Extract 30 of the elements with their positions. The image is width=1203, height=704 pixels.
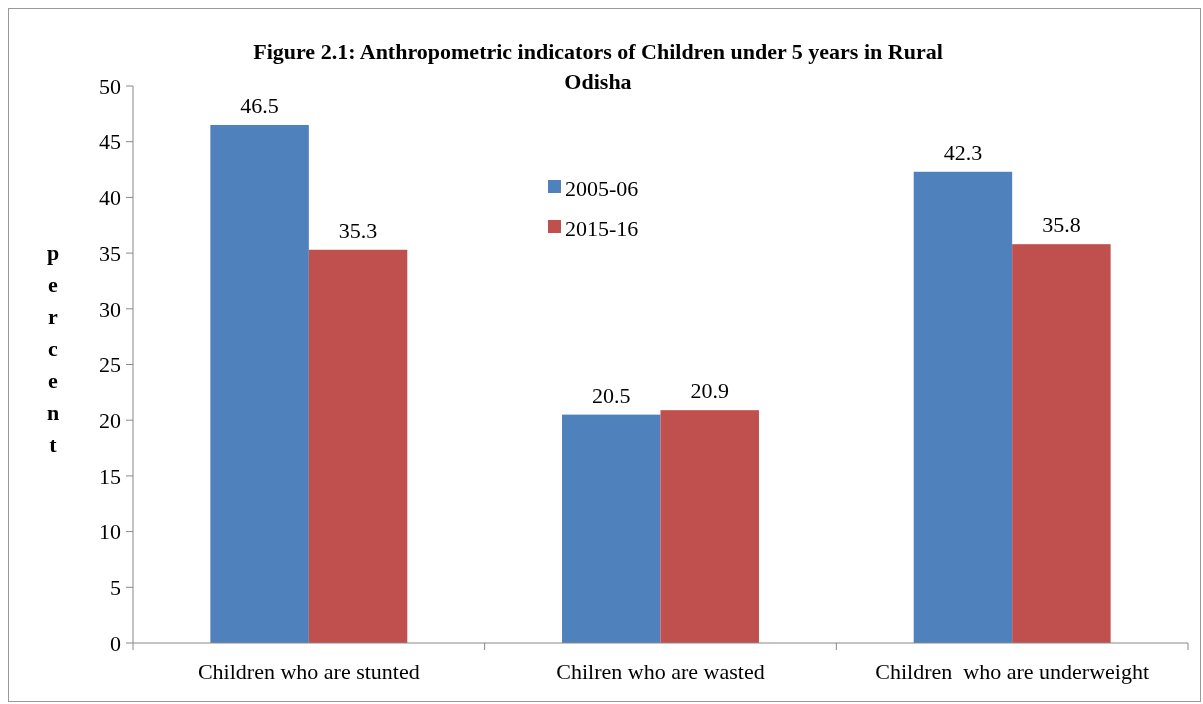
- bar: [562, 414, 661, 643]
- y-axis-title: percent: [46, 240, 60, 457]
- legend-label: 2015-16: [565, 215, 639, 241]
- data-label: 35.8: [1042, 212, 1081, 238]
- y-tick-label: 5: [110, 575, 121, 600]
- x-tick-label: Chilren who are wasted: [556, 659, 765, 684]
- data-label: 20.5: [592, 382, 631, 408]
- x-tick-label: Children who are stunted: [197, 659, 420, 684]
- y-tick-label: 0: [110, 630, 121, 656]
- y-tick-label: 20: [99, 407, 121, 433]
- data-label: 42.3: [943, 139, 983, 165]
- y-tick-label: 35: [99, 240, 121, 266]
- data-label: 20.9: [690, 378, 729, 404]
- y-tick-label: 25: [99, 352, 121, 378]
- chart-title: Figure 2.1: Anthropometric indicators of Children under 5 years in Rural Odisha: [253, 39, 943, 94]
- y-tick-label: 15: [99, 463, 121, 489]
- data-label: 46.5: [240, 92, 279, 118]
- y-tick-label: 30: [99, 296, 121, 322]
- legend-label: 2005-06: [565, 175, 639, 201]
- bar: [1012, 244, 1111, 643]
- y-tick-label: 45: [99, 129, 121, 155]
- y-tick-label: 40: [99, 185, 121, 211]
- x-tick-label: Children who are underweight: [875, 659, 1150, 684]
- bar: [660, 410, 759, 643]
- bar: [210, 124, 309, 643]
- bar: [308, 249, 408, 643]
- y-tick-label: 50: [99, 73, 121, 99]
- bar: [913, 171, 1013, 643]
- y-tick-label: 10: [99, 519, 121, 545]
- data-label: 35.3: [338, 217, 378, 243]
